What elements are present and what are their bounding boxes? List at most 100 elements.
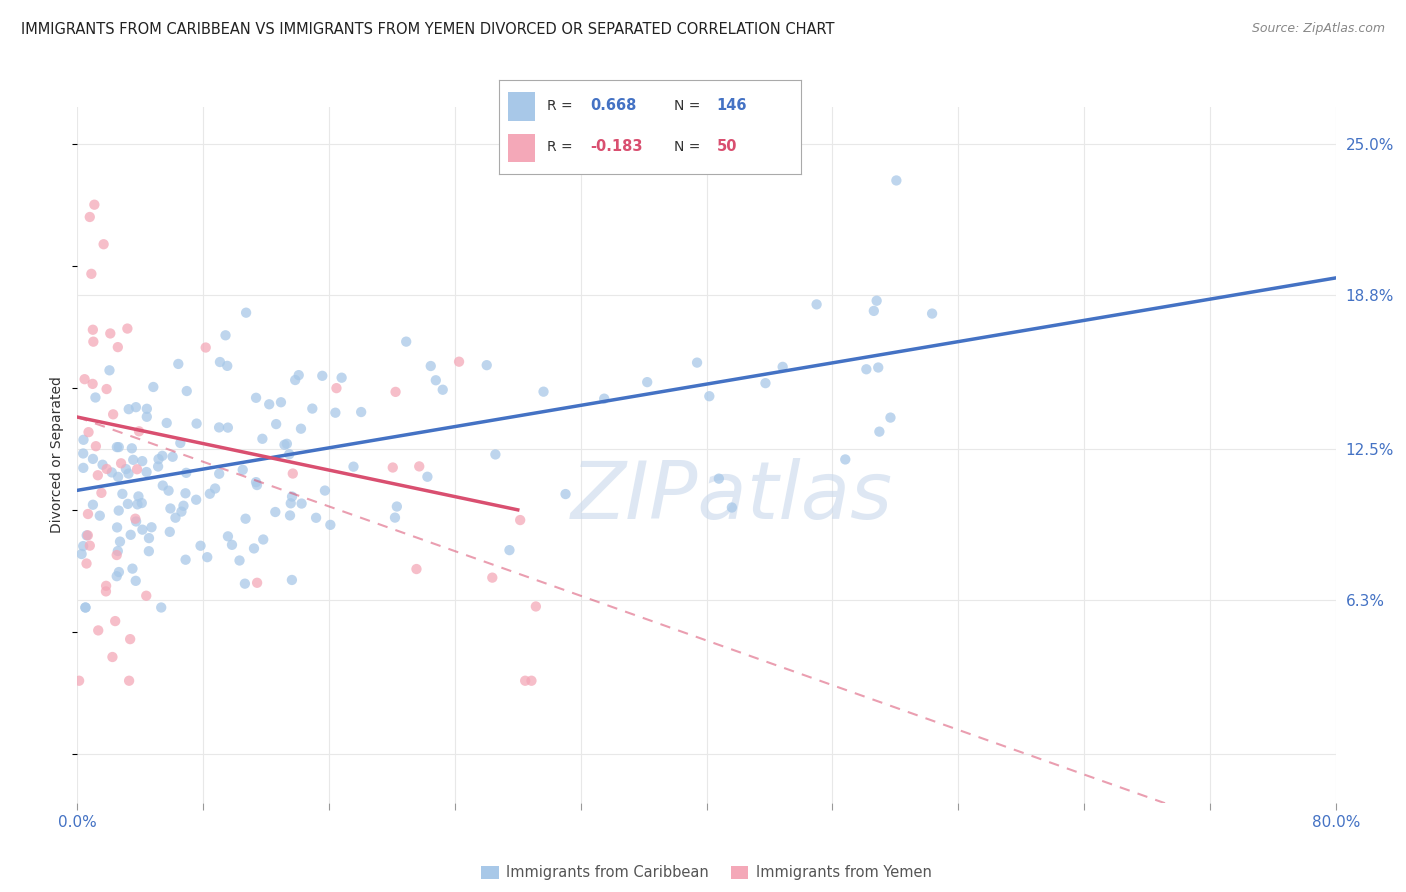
- Point: [381, 460, 404, 475]
- Point: [101, 408, 124, 422]
- Point: [270, 395, 292, 409]
- Point: [80, 267, 103, 281]
- Point: [305, 510, 328, 524]
- Point: [214, 328, 236, 343]
- Point: [252, 533, 274, 547]
- Point: [311, 368, 333, 383]
- Point: [264, 505, 287, 519]
- Point: [524, 599, 547, 614]
- Text: ZIPatlas: ZIPatlas: [571, 458, 893, 536]
- Point: [281, 490, 304, 504]
- Point: [75, 600, 97, 615]
- Point: [117, 467, 139, 481]
- Text: 50: 50: [717, 139, 737, 154]
- Point: [77, 425, 100, 439]
- Text: 0.668: 0.668: [591, 98, 636, 113]
- Point: [107, 544, 129, 558]
- Point: [697, 389, 720, 403]
- Point: [868, 425, 890, 439]
- Point: [243, 541, 266, 556]
- Point: [325, 406, 347, 420]
- Point: [481, 571, 503, 585]
- Point: [319, 517, 342, 532]
- Point: [252, 432, 274, 446]
- Point: [89, 508, 111, 523]
- Point: [105, 520, 128, 534]
- Point: [152, 478, 174, 492]
- Point: [93, 237, 115, 252]
- Point: [125, 515, 148, 529]
- Point: [174, 552, 197, 566]
- Point: [162, 450, 184, 464]
- Point: [117, 321, 139, 335]
- Point: [76, 528, 98, 542]
- Point: [475, 358, 498, 372]
- Text: R =: R =: [547, 99, 574, 112]
- Point: [195, 550, 218, 565]
- Point: [156, 416, 179, 430]
- Point: [273, 438, 295, 452]
- Point: [127, 490, 149, 504]
- Point: [416, 469, 439, 483]
- Point: [107, 440, 129, 454]
- Point: [257, 397, 280, 411]
- Point: [108, 565, 131, 579]
- Point: [515, 673, 537, 688]
- Point: [246, 478, 269, 492]
- Point: [405, 562, 427, 576]
- Point: [245, 475, 267, 490]
- Point: [174, 486, 197, 500]
- Point: [190, 539, 212, 553]
- Point: [108, 534, 131, 549]
- Point: [520, 673, 543, 688]
- Point: [82, 451, 104, 466]
- Point: [75, 600, 97, 615]
- Point: [98, 363, 121, 377]
- Point: [131, 496, 153, 510]
- Point: [84, 439, 107, 453]
- Point: [135, 465, 157, 479]
- Point: [77, 507, 100, 521]
- Point: [806, 297, 828, 311]
- Point: [115, 462, 138, 476]
- Point: [194, 341, 217, 355]
- Point: [484, 447, 506, 461]
- FancyBboxPatch shape: [508, 134, 536, 161]
- Point: [167, 357, 190, 371]
- Point: [290, 422, 312, 436]
- Point: [342, 459, 364, 474]
- Point: [281, 573, 304, 587]
- Point: [82, 498, 104, 512]
- Point: [165, 510, 187, 524]
- Point: [122, 453, 145, 467]
- Point: [150, 600, 173, 615]
- Point: [280, 496, 302, 510]
- Point: [83, 197, 105, 211]
- Y-axis label: Divorced or Separated: Divorced or Separated: [51, 376, 65, 533]
- Point: [117, 497, 139, 511]
- Point: [150, 449, 173, 463]
- Point: [385, 500, 408, 514]
- Text: R =: R =: [547, 140, 574, 153]
- Point: [235, 306, 257, 320]
- Point: [148, 452, 170, 467]
- Point: [395, 334, 418, 349]
- Point: [105, 440, 128, 454]
- Point: [186, 417, 208, 431]
- Point: [834, 452, 856, 467]
- Point: [232, 463, 254, 477]
- Point: [498, 543, 520, 558]
- Point: [146, 459, 169, 474]
- Point: [107, 503, 129, 517]
- Point: [170, 505, 193, 519]
- Point: [235, 512, 257, 526]
- Point: [107, 340, 129, 354]
- Point: [217, 420, 239, 434]
- Point: [127, 497, 149, 511]
- Point: [138, 531, 160, 545]
- Text: N =: N =: [675, 140, 700, 153]
- Point: [82, 376, 104, 391]
- Point: [174, 466, 197, 480]
- Point: [208, 467, 231, 481]
- Point: [120, 528, 142, 542]
